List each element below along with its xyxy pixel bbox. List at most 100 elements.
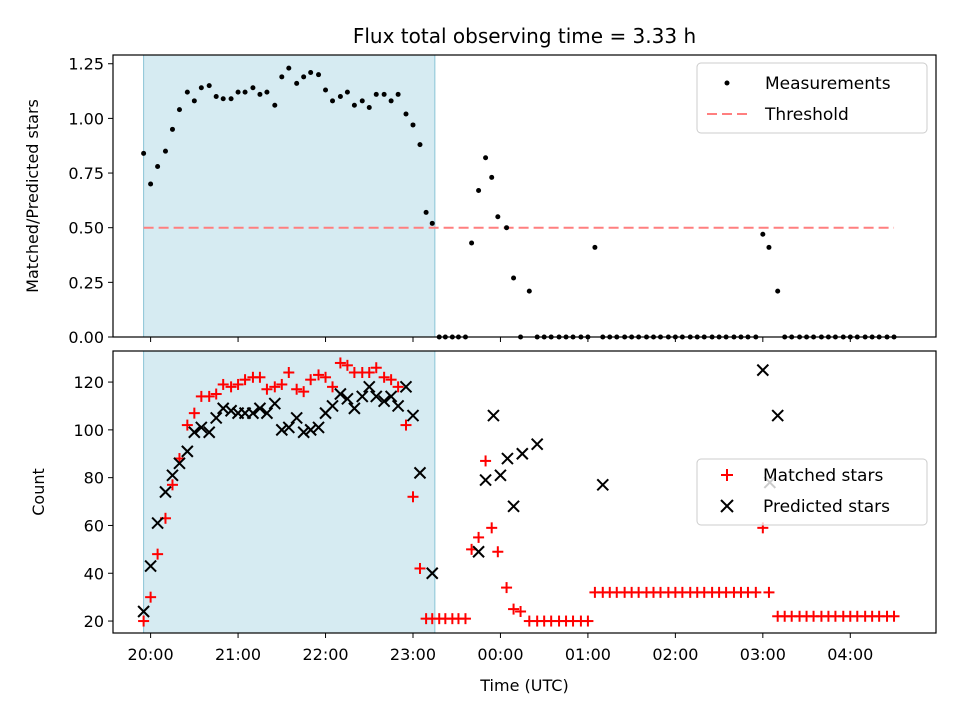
legend-matched-label: Matched stars <box>763 466 883 486</box>
matched-star-point <box>763 586 775 598</box>
legend-threshold-label: Threshold <box>764 105 849 125</box>
matched-star-point <box>138 615 150 627</box>
predicted-star-point <box>275 423 289 437</box>
top-legend: Measurements Threshold <box>696 62 928 134</box>
y-tick-label: 40 <box>84 564 104 583</box>
matched-star-point <box>254 371 266 383</box>
x-tick-label: 00:00 <box>477 645 523 664</box>
measurement-point <box>206 83 212 89</box>
matched-star-point <box>320 371 332 383</box>
predicted-star-point <box>253 402 267 415</box>
matched-star-point <box>750 586 762 598</box>
measurement-point <box>330 98 336 104</box>
y-tick-label: 20 <box>84 612 104 631</box>
measurement-point <box>511 275 517 281</box>
x-tick-label: 03:00 <box>740 645 786 664</box>
matched-star-point <box>283 367 295 379</box>
x-tick-label: 02:00 <box>652 645 698 664</box>
measurement-point <box>760 231 766 237</box>
y-tick-label: 100 <box>73 421 104 440</box>
matched-star-point <box>188 407 200 419</box>
measurement-point <box>417 142 423 148</box>
predicted-star-point <box>173 457 186 470</box>
predicted-star-point <box>384 390 398 403</box>
predicted-star-point <box>290 411 303 425</box>
predicted-star-point <box>391 399 405 413</box>
measurement-point <box>476 188 482 194</box>
matched-star-point <box>225 381 237 393</box>
matched-star-point <box>269 381 281 393</box>
predicted-star-point <box>363 380 376 394</box>
y-tick-label: 0.00 <box>68 328 104 347</box>
measurement-point <box>469 240 475 246</box>
matched-star-point <box>486 522 498 534</box>
legend-predicted-label: Predicted stars <box>763 497 890 517</box>
y-tick-label: 1.00 <box>68 109 104 128</box>
predicted-star-point <box>479 473 492 487</box>
matched-star-point <box>480 455 492 467</box>
predicted-star-point <box>202 426 216 439</box>
measurement-point <box>176 107 182 113</box>
measurement-point <box>148 181 154 187</box>
matched-star-point <box>341 359 353 371</box>
matched-star-point <box>492 546 504 558</box>
predicted-star-point <box>377 394 391 408</box>
measurement-point <box>155 163 161 169</box>
y-tick-label: 80 <box>84 469 104 488</box>
predicted-star-point <box>195 421 208 434</box>
predicted-star-point <box>472 545 485 558</box>
measurement-point <box>169 126 175 132</box>
measurement-point <box>495 214 501 220</box>
predicted-star-point <box>312 421 325 434</box>
predicted-star-point <box>268 397 282 410</box>
matched-star-point <box>334 357 346 369</box>
measurement-point <box>403 111 409 117</box>
bottom-legend: Matched stars Predicted stars <box>696 458 928 526</box>
measurement-point <box>220 96 226 102</box>
predicted-star-point <box>356 390 369 403</box>
measurement-point <box>264 89 270 95</box>
measurement-point <box>191 98 197 104</box>
top-axes-frame <box>112 54 937 338</box>
measurement-point <box>213 94 219 100</box>
measurement-point <box>301 74 307 80</box>
top-shaded-span <box>143 54 436 338</box>
x-tick-label: 01:00 <box>565 645 611 664</box>
predicted-star-point <box>334 387 347 401</box>
x-tick-label: 22:00 <box>302 645 348 664</box>
predicted-star-point <box>144 559 157 573</box>
bottom-y-ticks: 20 40 60 80 100 120 <box>73 373 113 631</box>
x-tick-label: 04:00 <box>827 645 873 664</box>
predicted-star-point <box>224 404 238 417</box>
matched-star-point <box>508 603 520 615</box>
matched-star-point <box>152 548 164 560</box>
measurement-point <box>429 220 435 226</box>
chart-title: Flux total observing time = 3.33 h <box>353 24 696 48</box>
matched-star-point <box>313 369 325 381</box>
measurement-point <box>483 155 489 161</box>
matched-stars-points <box>138 357 900 627</box>
measurement-point <box>141 150 147 156</box>
bottom-x-ticks: 20:00 21:00 22:00 23:00 00:00 01:00 02:00 03:00… <box>128 633 873 664</box>
matched-star-point <box>888 610 900 622</box>
matched-star-point <box>327 381 339 393</box>
matched-star-point <box>145 591 157 603</box>
predicted-star-point <box>348 402 361 415</box>
y-tick-label: 60 <box>84 516 104 535</box>
measurement-point <box>388 98 394 104</box>
predicted-star-point <box>216 402 230 415</box>
predicted-stars-points <box>137 363 784 618</box>
matched-star-point <box>210 388 222 400</box>
matched-star-point <box>407 491 419 503</box>
matched-star-point <box>582 615 594 627</box>
matched-star-point <box>459 613 471 625</box>
legend-matched-marker <box>721 469 733 481</box>
measurement-point <box>366 104 372 110</box>
bottom-shaded-span <box>143 350 436 634</box>
predicted-star-point <box>304 423 317 437</box>
top-axes: 0.00 0.25 0.50 0.75 1.00 1.25 Matched/Predict… <box>23 54 937 347</box>
predicted-star-point <box>487 409 500 422</box>
predicted-star-point <box>260 406 274 420</box>
measurement-point <box>344 89 350 95</box>
y-tick-label: 0.75 <box>68 164 104 183</box>
